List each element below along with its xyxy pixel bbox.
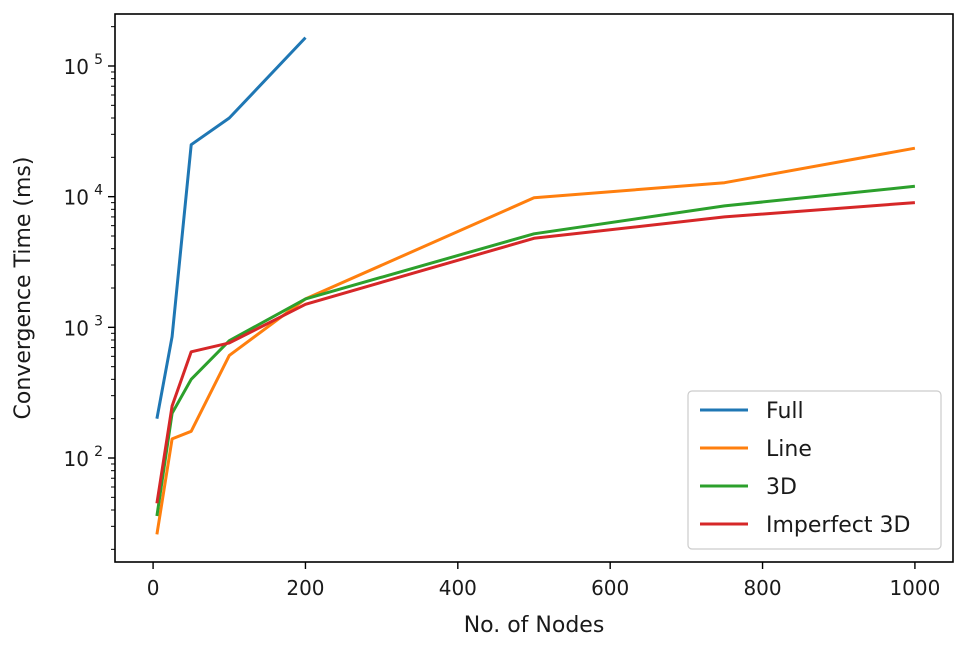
x-tick-label: 200 — [286, 576, 324, 600]
y-tick-label-exponent: 5 — [94, 52, 103, 68]
x-tick-label: 600 — [591, 576, 629, 600]
legend-box — [687, 390, 942, 550]
legend: Full Line 3D Imperfect 3D — [687, 390, 942, 550]
legend-label: 3D — [766, 475, 797, 500]
series-layer — [155, 36, 916, 535]
legend-label: Line — [766, 437, 812, 462]
series-line-3d — [155, 184, 916, 517]
plot-frame — [114, 13, 954, 563]
y-tick-label-exponent: 2 — [94, 444, 103, 460]
y-axis-label: Convergence Time (ms) — [11, 157, 36, 420]
x-tick-label: 0 — [147, 576, 160, 600]
y-tick-label-exponent: 3 — [94, 313, 103, 329]
series-line-imperfect-3d — [155, 201, 916, 504]
y-tick-label-exponent: 4 — [94, 183, 103, 199]
x-tick-label: 1000 — [889, 576, 940, 600]
y-tick-label: 10 — [64, 447, 89, 471]
x-axis-label: No. of Nodes — [464, 613, 605, 638]
ticks-layer: 0 200 400 600 800 1000 10 2 10 3 10 4 10 5 — [64, 26, 940, 600]
y-tick-label: 10 — [64, 55, 89, 79]
x-tick-label: 800 — [743, 576, 781, 600]
legend-label: Full — [766, 399, 804, 424]
series-line-line — [155, 146, 916, 535]
series-line-full — [155, 36, 307, 419]
y-tick-label: 10 — [64, 316, 89, 340]
y-tick-label: 10 — [64, 186, 89, 210]
legend-label: Imperfect 3D — [766, 513, 910, 538]
x-tick-label: 400 — [439, 576, 477, 600]
